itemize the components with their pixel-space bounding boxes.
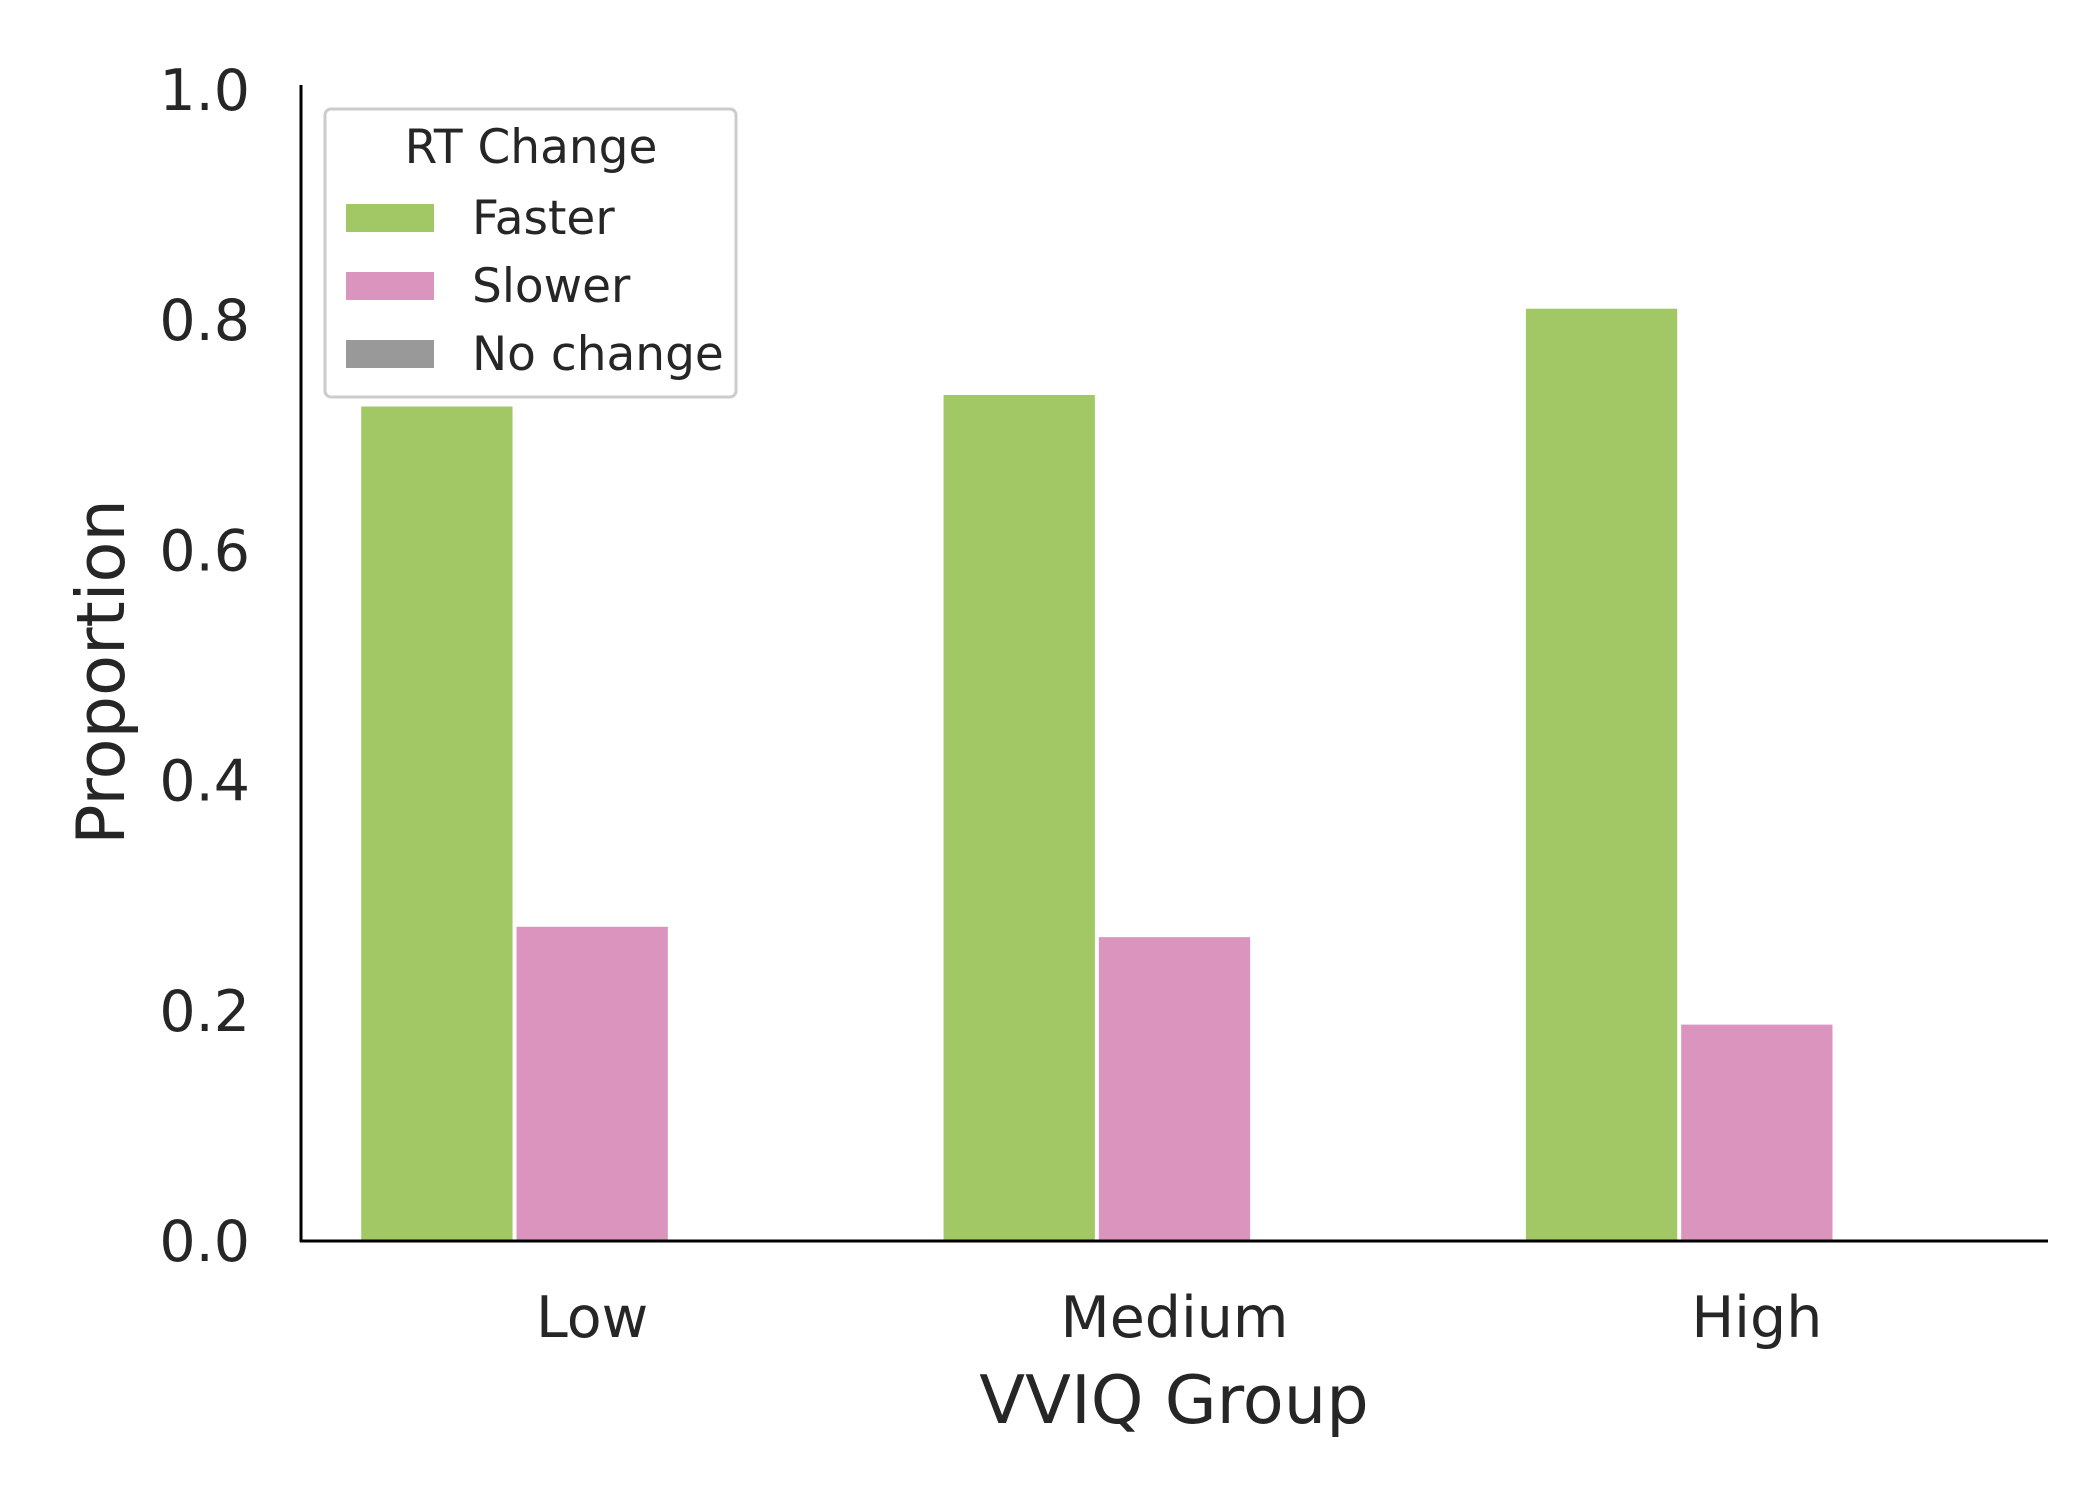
x-axis-title: VVIQ Group [979, 1361, 1368, 1439]
bar-faster-high [1525, 308, 1678, 1241]
x-tick-label: High [1691, 1285, 1822, 1351]
y-tick-labels: 0.0 0.2 0.4 0.6 0.8 1.0 [159, 58, 250, 1275]
bar-slower-medium [1098, 937, 1251, 1241]
bars-group [361, 308, 1833, 1241]
legend-label: No change [472, 327, 724, 382]
y-tick-label: 0.2 [159, 979, 250, 1045]
x-tick-label: Low [536, 1285, 648, 1351]
y-tick-label: 0.8 [159, 288, 250, 354]
bar-slower-low [516, 926, 668, 1241]
y-tick-label: 1.0 [159, 58, 250, 124]
bar-faster-low [361, 406, 513, 1241]
bar-faster-medium [943, 395, 1095, 1241]
y-axis-title: Proportion [62, 499, 140, 845]
y-tick-label: 0.4 [159, 749, 250, 815]
y-tick-label: 0.6 [159, 518, 250, 584]
legend-items: Faster Slower No change [346, 191, 724, 382]
legend-title: RT Change [405, 120, 658, 175]
x-tick-label: Medium [1061, 1285, 1289, 1351]
legend-swatch-no-change [346, 340, 434, 368]
legend: RT Change Faster Slower No change [323, 107, 738, 399]
legend-box [323, 107, 738, 399]
y-tick-label: 0.0 [159, 1209, 250, 1275]
legend-swatch-faster [346, 204, 434, 232]
legend-label: Faster [472, 191, 615, 246]
legend-label: Slower [472, 259, 631, 314]
x-tick-labels: Low Medium High [536, 1285, 1822, 1351]
bar-slower-high [1681, 1024, 1833, 1241]
legend-swatch-slower [346, 272, 434, 300]
